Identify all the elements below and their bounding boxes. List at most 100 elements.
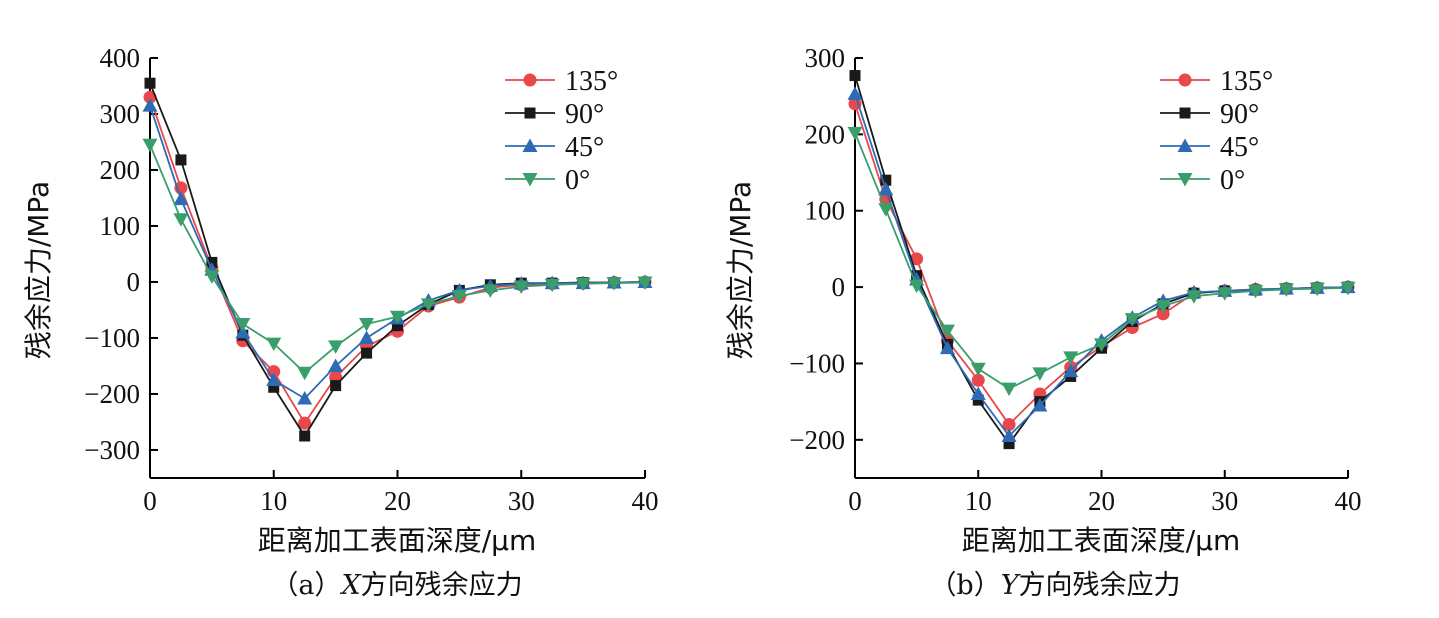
chart-a-legend-label: 0° [565,165,590,196]
chart-b-data-point [847,126,863,141]
chart-a-y-axis-label: 残余应力/MPa [22,181,55,359]
chart-a-y-tick-label: 100 [100,211,141,241]
chart-b-caption-prefix: （b） [929,570,1000,601]
chart-b-data-point [878,181,894,196]
chart-a-data-point [606,277,622,291]
chart-a-y-tick-label: −200 [84,379,140,409]
chart-b-y-tick-label: 300 [805,43,846,73]
chart-a-data-point [144,77,156,89]
chart-b-y-tick-label: −200 [789,425,845,455]
chart-b-data-point [1003,438,1015,450]
chart-b-data-point [1340,281,1356,296]
chart-a-legend-marker [524,107,536,119]
chart-a-data-point [637,276,653,291]
chart-a-data-point [482,284,498,298]
chart-b-data-point [970,362,986,377]
chart-b-series-2 [847,86,1356,442]
chart-a-caption-prefix: （a） [271,570,341,601]
chart-b-data-point [1001,428,1017,442]
chart-a-x-tick-label: 30 [508,486,535,516]
chart-a-data-point [390,310,405,325]
chart-b-legend-label: 135° [1220,66,1273,97]
chart-a-caption-rest: 方向残余应力 [361,570,523,601]
chart-b-series-line [854,75,1349,446]
chart-b-legend-label: 90° [1220,99,1259,130]
chart-b-series-line [854,93,1349,438]
chart-b-data-point [1032,397,1048,412]
chart-a-y-tick-label: 400 [100,43,141,73]
chart-b-x-tick-label: 30 [1211,486,1238,516]
chart-b-data-point [1217,287,1233,301]
chart-a-legend-marker [522,138,538,152]
chart-a-legend-marker [523,73,537,87]
chart-a-data-point [175,154,187,166]
chart-b-series-3 [847,126,1356,397]
chart-a-data-point [299,430,311,442]
chart-b-data-point [970,386,986,400]
chart-b-x-tick-label: 20 [1088,486,1115,516]
chart-a-x-tick-label: 40 [632,486,659,516]
chart-b-series-0 [848,97,1355,432]
chart-b-caption-var: Y [1001,570,1021,601]
chart-a-data-point [142,98,158,112]
chart-b-data-point [909,279,925,294]
chart-a-data-point [328,358,344,372]
chart-a-legend-label: 135° [565,66,618,97]
chart-a-data-point [235,318,251,332]
chart-a-data-point [173,213,189,227]
chart-b-series-line [854,103,1349,426]
chart-b-legend-marker [1177,138,1193,152]
chart-b-y-axis-label: 残余应力/MPa [724,181,757,359]
chart-b-series-1 [849,70,1354,450]
chart-a-data-point [142,138,158,153]
chart-a-data-point [575,277,591,292]
chart-b-data-point [1094,338,1109,352]
chart-b-data-point [1001,382,1017,397]
chart-b-data-point [1186,290,1202,304]
chart-b-legend-marker [1177,173,1193,187]
chart-a-legend: 135°90°45°0° [505,66,618,196]
chart-a-y-tick-label: 0 [127,267,141,297]
chart-a-data-point [359,318,375,332]
chart-a-data-point [268,381,280,393]
chart-b-data-point [1002,418,1016,432]
chart-a-data-point [330,380,342,392]
chart-b-data-point [910,252,924,266]
chart-b-data-point [1278,283,1294,297]
chart-a-caption-var: X [339,570,362,601]
chart-b-data-point [1124,313,1140,327]
chart-a-data-point [359,330,375,344]
chart-b-data-point [1063,363,1079,378]
chart-b-data-point [847,86,863,100]
chart-b-data-point [1063,351,1079,365]
chart-b-data-point [939,340,955,355]
chart-b-data-point [972,394,984,406]
chart-b-data-point [971,373,985,387]
chart-b-caption-rest: 方向残余应力 [1019,570,1181,601]
chart-b-legend-label: 45° [1220,132,1259,163]
chart-b-legend-marker [1178,73,1192,87]
chart-a-data-point [173,191,189,206]
chart-a-data-point [266,372,282,386]
chart-b-x-axis-label: 距离加工表面深度/μm [962,524,1241,557]
chart-a-data-point [204,270,220,284]
chart-b-legend-label: 0° [1220,165,1245,196]
chart-b-x-tick-label: 0 [848,486,862,516]
chart-a-x-tick-label: 20 [384,486,411,516]
chart-a-x-tick-label: 0 [143,486,157,516]
chart-b: 300 200 100 0 −100 −200 0 10 20 30 40 距离加工表面深度/μm 残余… [724,43,1362,601]
chart-a-data-point [420,298,436,312]
chart-a-data-point [235,324,251,339]
chart-a-data-point [328,340,344,354]
chart-a-data-point [143,90,157,104]
chart-a-y-tick-label: 200 [100,155,141,185]
chart-b-caption: （b）Y方向残余应力 [929,570,1180,601]
chart-b-data-point [1248,284,1264,299]
chart-a-data-point [544,278,560,293]
chart-b-x-tick-label: 10 [965,486,992,516]
chart-a-x-tick-label: 10 [260,486,287,516]
chart-a-data-point [297,366,313,381]
chart-a-data-point [392,320,403,332]
